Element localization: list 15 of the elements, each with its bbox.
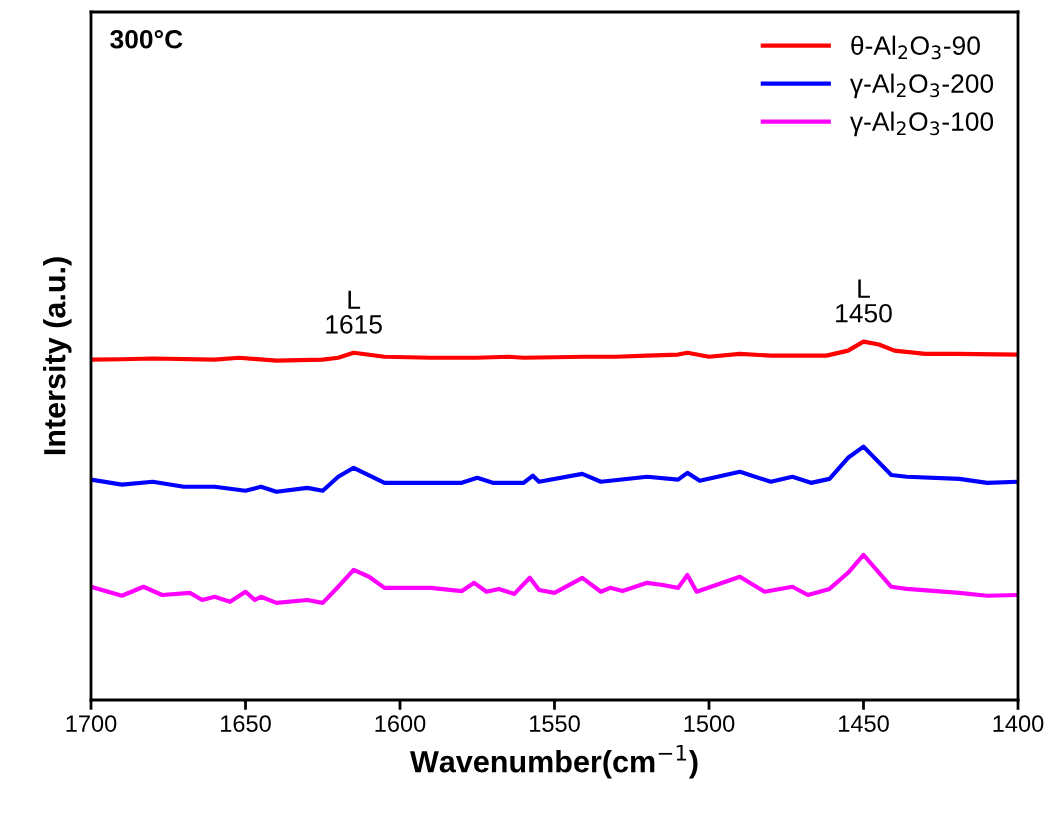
annotation: L 1450 (836, 279, 892, 323)
text: 300°C (110, 29, 183, 49)
x-tick-label: 1400 (993, 715, 1044, 732)
x-tick-label: 1700 (66, 715, 117, 732)
x-tick-label: 1650 (221, 715, 271, 732)
x-tick-label: 1550 (530, 715, 580, 732)
legend-label: γ-Al$_{2}$O$_{3}$-200 (849, 73, 994, 99)
legend-label: θ-Al$_{2}$O$_{3}$-90 (851, 35, 980, 60)
y-axis-title: Intersity (a.u.) (43, 257, 72, 455)
annotation: L 1615 (326, 290, 382, 334)
x-tick-label: 1600 (375, 715, 426, 732)
x-axis-title: Wavenumber(cm$^{−1}$) (410, 744, 698, 779)
legend-label: γ-Al$_{2}$O$_{3}$-100 (849, 111, 994, 137)
x-tick-label: 1500 (684, 715, 735, 732)
x-tick-label: 1450 (839, 715, 889, 732)
